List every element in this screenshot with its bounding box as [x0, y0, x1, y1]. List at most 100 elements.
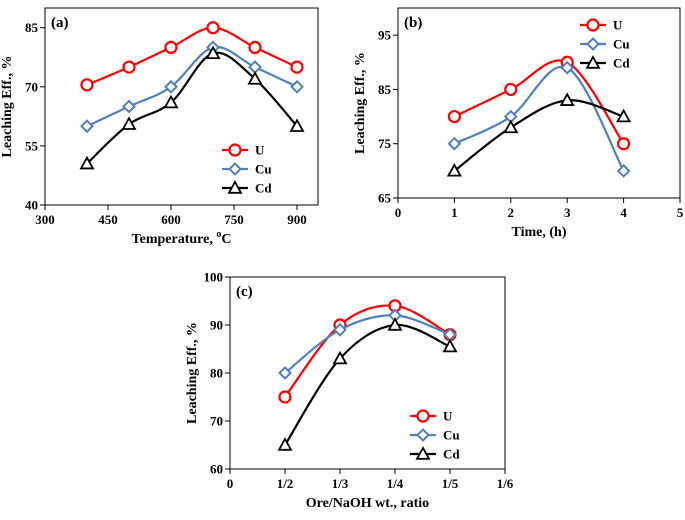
data-point-u [122, 60, 136, 74]
data-point-cd [277, 437, 293, 451]
chart-panel: 0 1/2 1/3 1/4 1/5 1/6 60 70 80 90 100 (c) Ore/NaOH w… [185, 270, 514, 512]
data-point-cd [446, 163, 462, 177]
x-tick-label: 0 [395, 205, 402, 220]
legend-label: Cu [255, 162, 272, 177]
data-point-cu [122, 99, 136, 114]
x-tick-label: 1 [451, 205, 458, 220]
legend-marker [227, 180, 243, 194]
x-tick-label: 4 [620, 205, 627, 220]
data-point-cd [79, 155, 95, 170]
y-tick-label: 90 [210, 318, 223, 333]
y-tick-label: 85 [378, 82, 392, 97]
series-line-u [284, 304, 451, 398]
x-tick-label: 0 [227, 476, 234, 491]
legend-marker [228, 143, 242, 157]
x-tick-label: 1/6 [497, 476, 514, 491]
x-tick-label: 750 [224, 212, 244, 227]
x-tick-label: 3 [564, 205, 571, 220]
x-tick-label: 1/3 [332, 476, 349, 491]
plot-frame [229, 276, 506, 470]
legend-label: Cu [443, 428, 460, 443]
y-tick-label: 85 [25, 20, 39, 35]
y-tick-label: 70 [210, 414, 223, 429]
x-tick-label: 1/5 [442, 476, 459, 491]
data-point-cd [205, 45, 221, 60]
series-line-cu [284, 314, 451, 374]
x-tick-label: 600 [161, 212, 181, 227]
data-point-cu [80, 119, 94, 134]
data-point-cd [559, 92, 575, 106]
legend-label: Cd [255, 181, 272, 196]
series-line-cu [453, 65, 625, 172]
legend-marker [586, 18, 600, 32]
legend-marker [586, 37, 600, 51]
chart-panel: 0 1 2 3 4 5 65 75 85 95 (b) Time, (h) Leaching Eff.,… [353, 7, 684, 240]
data-point-cd [387, 317, 403, 331]
x-axis-label-superscript: o [216, 229, 221, 240]
y-tick-label: 40 [25, 198, 38, 213]
y-axis-label: Leaching Eff., % [0, 56, 15, 158]
data-point-cd [121, 116, 137, 130]
legend-label: U [443, 409, 453, 424]
data-point-cd [442, 338, 458, 353]
legend-marker [416, 409, 430, 423]
data-point-cd [503, 119, 519, 134]
series-line-cd [284, 323, 451, 446]
y-axis-label: Leaching Eff., % [353, 52, 368, 154]
data-point-cd [289, 118, 305, 132]
data-point-cu [616, 163, 631, 178]
x-tick-label: 450 [98, 212, 118, 227]
panel-label: (a) [51, 15, 69, 31]
data-point-u [80, 78, 94, 92]
data-point-u [164, 40, 178, 55]
y-tick-label: 80 [210, 366, 223, 381]
chart-panel: 300 450 600 750 900 40 55 70 85 (a) Temperature, o… [0, 7, 319, 247]
data-point-u [616, 137, 631, 151]
data-point-u [206, 21, 220, 35]
y-tick-label: 95 [378, 28, 392, 43]
data-point-u [278, 390, 292, 404]
panel-label: (c) [236, 284, 253, 300]
x-tick-label: 5 [677, 205, 684, 220]
series-line-cu [86, 45, 298, 128]
data-point-cu [560, 60, 575, 75]
y-tick-label: 60 [210, 462, 223, 477]
plot-frame [397, 7, 681, 199]
x-axis-label-unit: C [221, 232, 231, 247]
x-axis-label: Ore/NaOH wt., ratio [306, 496, 429, 511]
data-point-u [290, 60, 304, 74]
data-point-cd [332, 350, 348, 365]
y-tick-label: 55 [25, 138, 39, 153]
legend-marker [416, 428, 430, 442]
data-point-cu [447, 136, 462, 151]
data-point-cu [333, 322, 347, 337]
data-point-cd [163, 94, 179, 109]
legend-label: Cu [613, 37, 630, 52]
legend-label: Cd [443, 447, 460, 462]
data-point-u [504, 82, 518, 97]
series-line-cd [86, 51, 298, 165]
x-tick-label: 2 [508, 205, 515, 220]
legend-marker [585, 55, 601, 69]
data-point-cu [164, 79, 178, 94]
x-axis-label: Time, (h) [512, 225, 567, 240]
legend-label: U [613, 18, 623, 33]
data-point-cd [616, 108, 632, 123]
data-point-u [248, 40, 262, 55]
data-point-cu [290, 79, 304, 94]
series-line-cd [453, 99, 624, 172]
data-point-cu [278, 366, 292, 380]
legend-label: U [255, 143, 265, 158]
data-point-cd [247, 71, 263, 85]
y-tick-label: 65 [378, 191, 392, 206]
data-point-cu [248, 60, 262, 75]
y-tick-label: 75 [378, 136, 392, 151]
x-tick-label: 300 [35, 212, 55, 227]
legend-marker [415, 446, 431, 460]
x-axis-label: Temperature, oC [132, 229, 232, 247]
series-line-u [453, 59, 625, 145]
legend-marker [228, 162, 242, 176]
plot-frame [44, 7, 319, 206]
y-tick-label: 70 [25, 79, 38, 94]
